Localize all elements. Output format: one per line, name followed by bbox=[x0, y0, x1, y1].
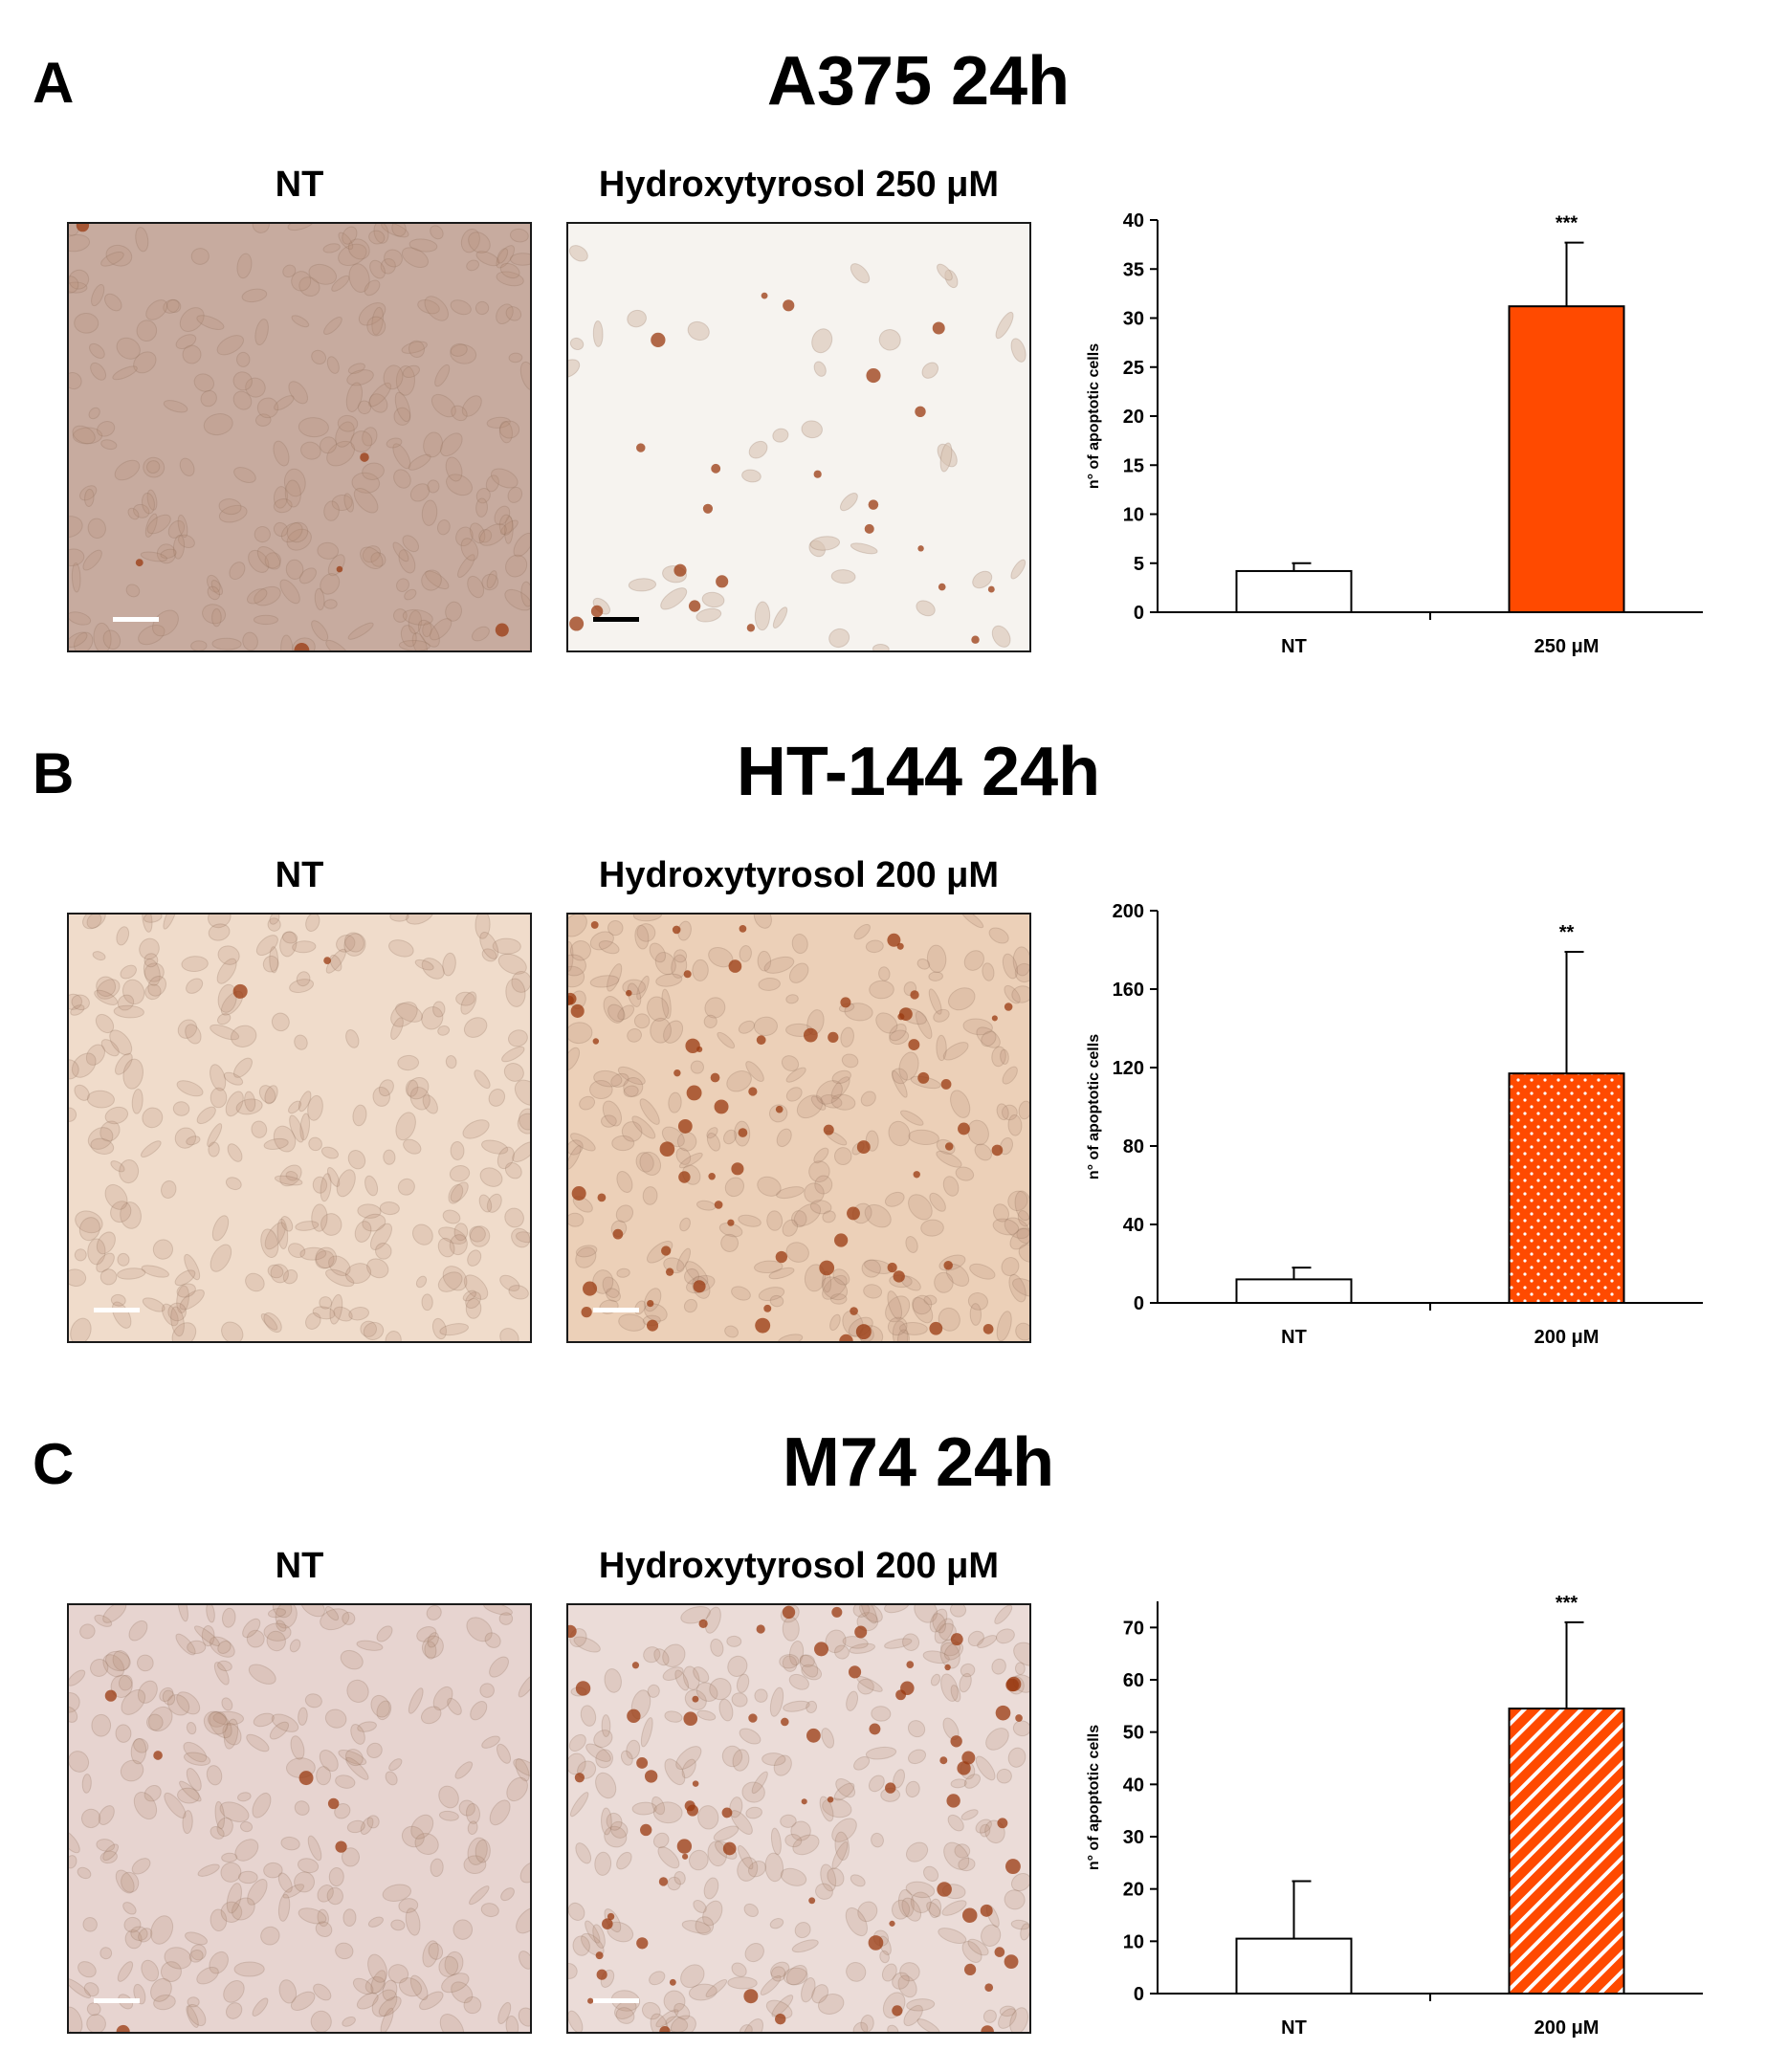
cell-texture bbox=[568, 1605, 1029, 2032]
x-tick-label: NT bbox=[1281, 1327, 1307, 1348]
y-tick-label: 20 bbox=[1123, 1880, 1144, 1901]
y-tick-label: 30 bbox=[1123, 1827, 1144, 1848]
left-image-label: NT bbox=[275, 855, 324, 895]
y-tick-label: 10 bbox=[1123, 1931, 1144, 1952]
panel-c: C M74 24h NT Hydroxytyrosol 200 μM 0 10 20… bbox=[0, 1381, 1766, 2072]
bar bbox=[1508, 1708, 1625, 1995]
y-axis-label: n° of apoptotic cells bbox=[1086, 1725, 1102, 1870]
panel-title: A375 24h bbox=[766, 43, 1071, 120]
cell-texture bbox=[568, 224, 1029, 650]
y-tick-label: 0 bbox=[1134, 1293, 1144, 1314]
micrograph-treated bbox=[566, 222, 1031, 652]
y-tick-label: 50 bbox=[1123, 1723, 1144, 1744]
x-tick-label: 250 μM bbox=[1534, 636, 1600, 657]
bar-chart: 0 10 20 30 40 50 60 70 n° of apoptotic cells NT **… bbox=[1086, 1593, 1703, 2039]
micrograph-nt bbox=[67, 222, 532, 652]
y-tick-label: 200 bbox=[1113, 901, 1144, 922]
right-image-label: Hydroxytyrosol 250 μM bbox=[598, 165, 1000, 205]
micrograph-treated bbox=[566, 1603, 1031, 2034]
bar bbox=[1235, 1278, 1353, 1304]
significance-label: *** bbox=[1556, 213, 1578, 234]
x-tick-label: 200 μM bbox=[1534, 1327, 1600, 1348]
y-tick-label: 35 bbox=[1123, 259, 1144, 280]
scale-bar bbox=[593, 1998, 639, 2003]
bar-chart: 0 40 80 120 160 200 n° of apoptotic cells NT ** 2… bbox=[1086, 901, 1703, 1348]
bar bbox=[1235, 1937, 1353, 1995]
y-tick-label: 30 bbox=[1123, 309, 1144, 330]
significance-label: ** bbox=[1559, 922, 1575, 943]
y-tick-label: 160 bbox=[1113, 980, 1144, 1001]
cell-texture bbox=[69, 224, 530, 650]
micrograph-nt bbox=[67, 1603, 532, 2034]
y-axis-label: n° of apoptotic cells bbox=[1086, 343, 1102, 489]
y-tick-label: 40 bbox=[1123, 1215, 1144, 1236]
y-tick-label: 60 bbox=[1123, 1670, 1144, 1691]
y-axis-label: n° of apoptotic cells bbox=[1086, 1034, 1102, 1179]
scale-bar bbox=[94, 1998, 140, 2003]
micrograph-treated bbox=[566, 913, 1031, 1343]
y-tick-label: 120 bbox=[1113, 1058, 1144, 1079]
left-image-label: NT bbox=[275, 1546, 324, 1586]
right-image-label: Hydroxytyrosol 200 μM bbox=[598, 855, 1000, 895]
significance-label: *** bbox=[1556, 1593, 1578, 1614]
scale-bar bbox=[113, 617, 159, 622]
panel-title: HT-144 24h bbox=[736, 734, 1101, 810]
scale-bar bbox=[593, 1308, 639, 1312]
panel-a: A A375 24h NT Hydroxytyrosol 250 μM 0 5 10… bbox=[0, 0, 1766, 691]
x-tick-label: 200 μM bbox=[1534, 2017, 1600, 2039]
y-tick-label: 0 bbox=[1134, 603, 1144, 624]
right-image-label: Hydroxytyrosol 200 μM bbox=[598, 1546, 1000, 1586]
y-tick-label: 40 bbox=[1123, 1774, 1144, 1796]
cell-texture bbox=[69, 1605, 530, 2032]
scale-bar bbox=[593, 617, 639, 622]
y-tick-label: 25 bbox=[1123, 358, 1144, 379]
y-tick-label: 20 bbox=[1123, 407, 1144, 428]
left-image-label: NT bbox=[275, 165, 324, 205]
micrograph-nt bbox=[67, 913, 532, 1343]
panel-letter: A bbox=[33, 51, 75, 115]
y-tick-label: 10 bbox=[1123, 505, 1144, 526]
panel-letter: C bbox=[33, 1432, 75, 1496]
bar bbox=[1508, 1072, 1625, 1304]
x-tick-label: NT bbox=[1281, 636, 1307, 657]
bar bbox=[1508, 305, 1625, 613]
panel-b: B HT-144 24h NT Hydroxytyrosol 200 μM 0 4… bbox=[0, 691, 1766, 1381]
bar bbox=[1235, 569, 1353, 614]
bar-chart: 0 5 10 15 20 25 30 35 40 n° of apoptotic cells NT *… bbox=[1086, 210, 1703, 657]
y-tick-label: 5 bbox=[1134, 554, 1144, 575]
y-tick-label: 80 bbox=[1123, 1136, 1144, 1157]
panel-title: M74 24h bbox=[782, 1424, 1055, 1501]
cell-texture bbox=[568, 915, 1029, 1341]
y-tick-label: 70 bbox=[1123, 1618, 1144, 1639]
cell-texture bbox=[69, 915, 530, 1341]
y-tick-label: 15 bbox=[1123, 455, 1144, 476]
x-tick-label: NT bbox=[1281, 2017, 1307, 2039]
y-tick-label: 40 bbox=[1123, 210, 1144, 231]
scale-bar bbox=[94, 1308, 140, 1312]
y-tick-label: 0 bbox=[1134, 1984, 1144, 2005]
panel-letter: B bbox=[33, 741, 75, 805]
